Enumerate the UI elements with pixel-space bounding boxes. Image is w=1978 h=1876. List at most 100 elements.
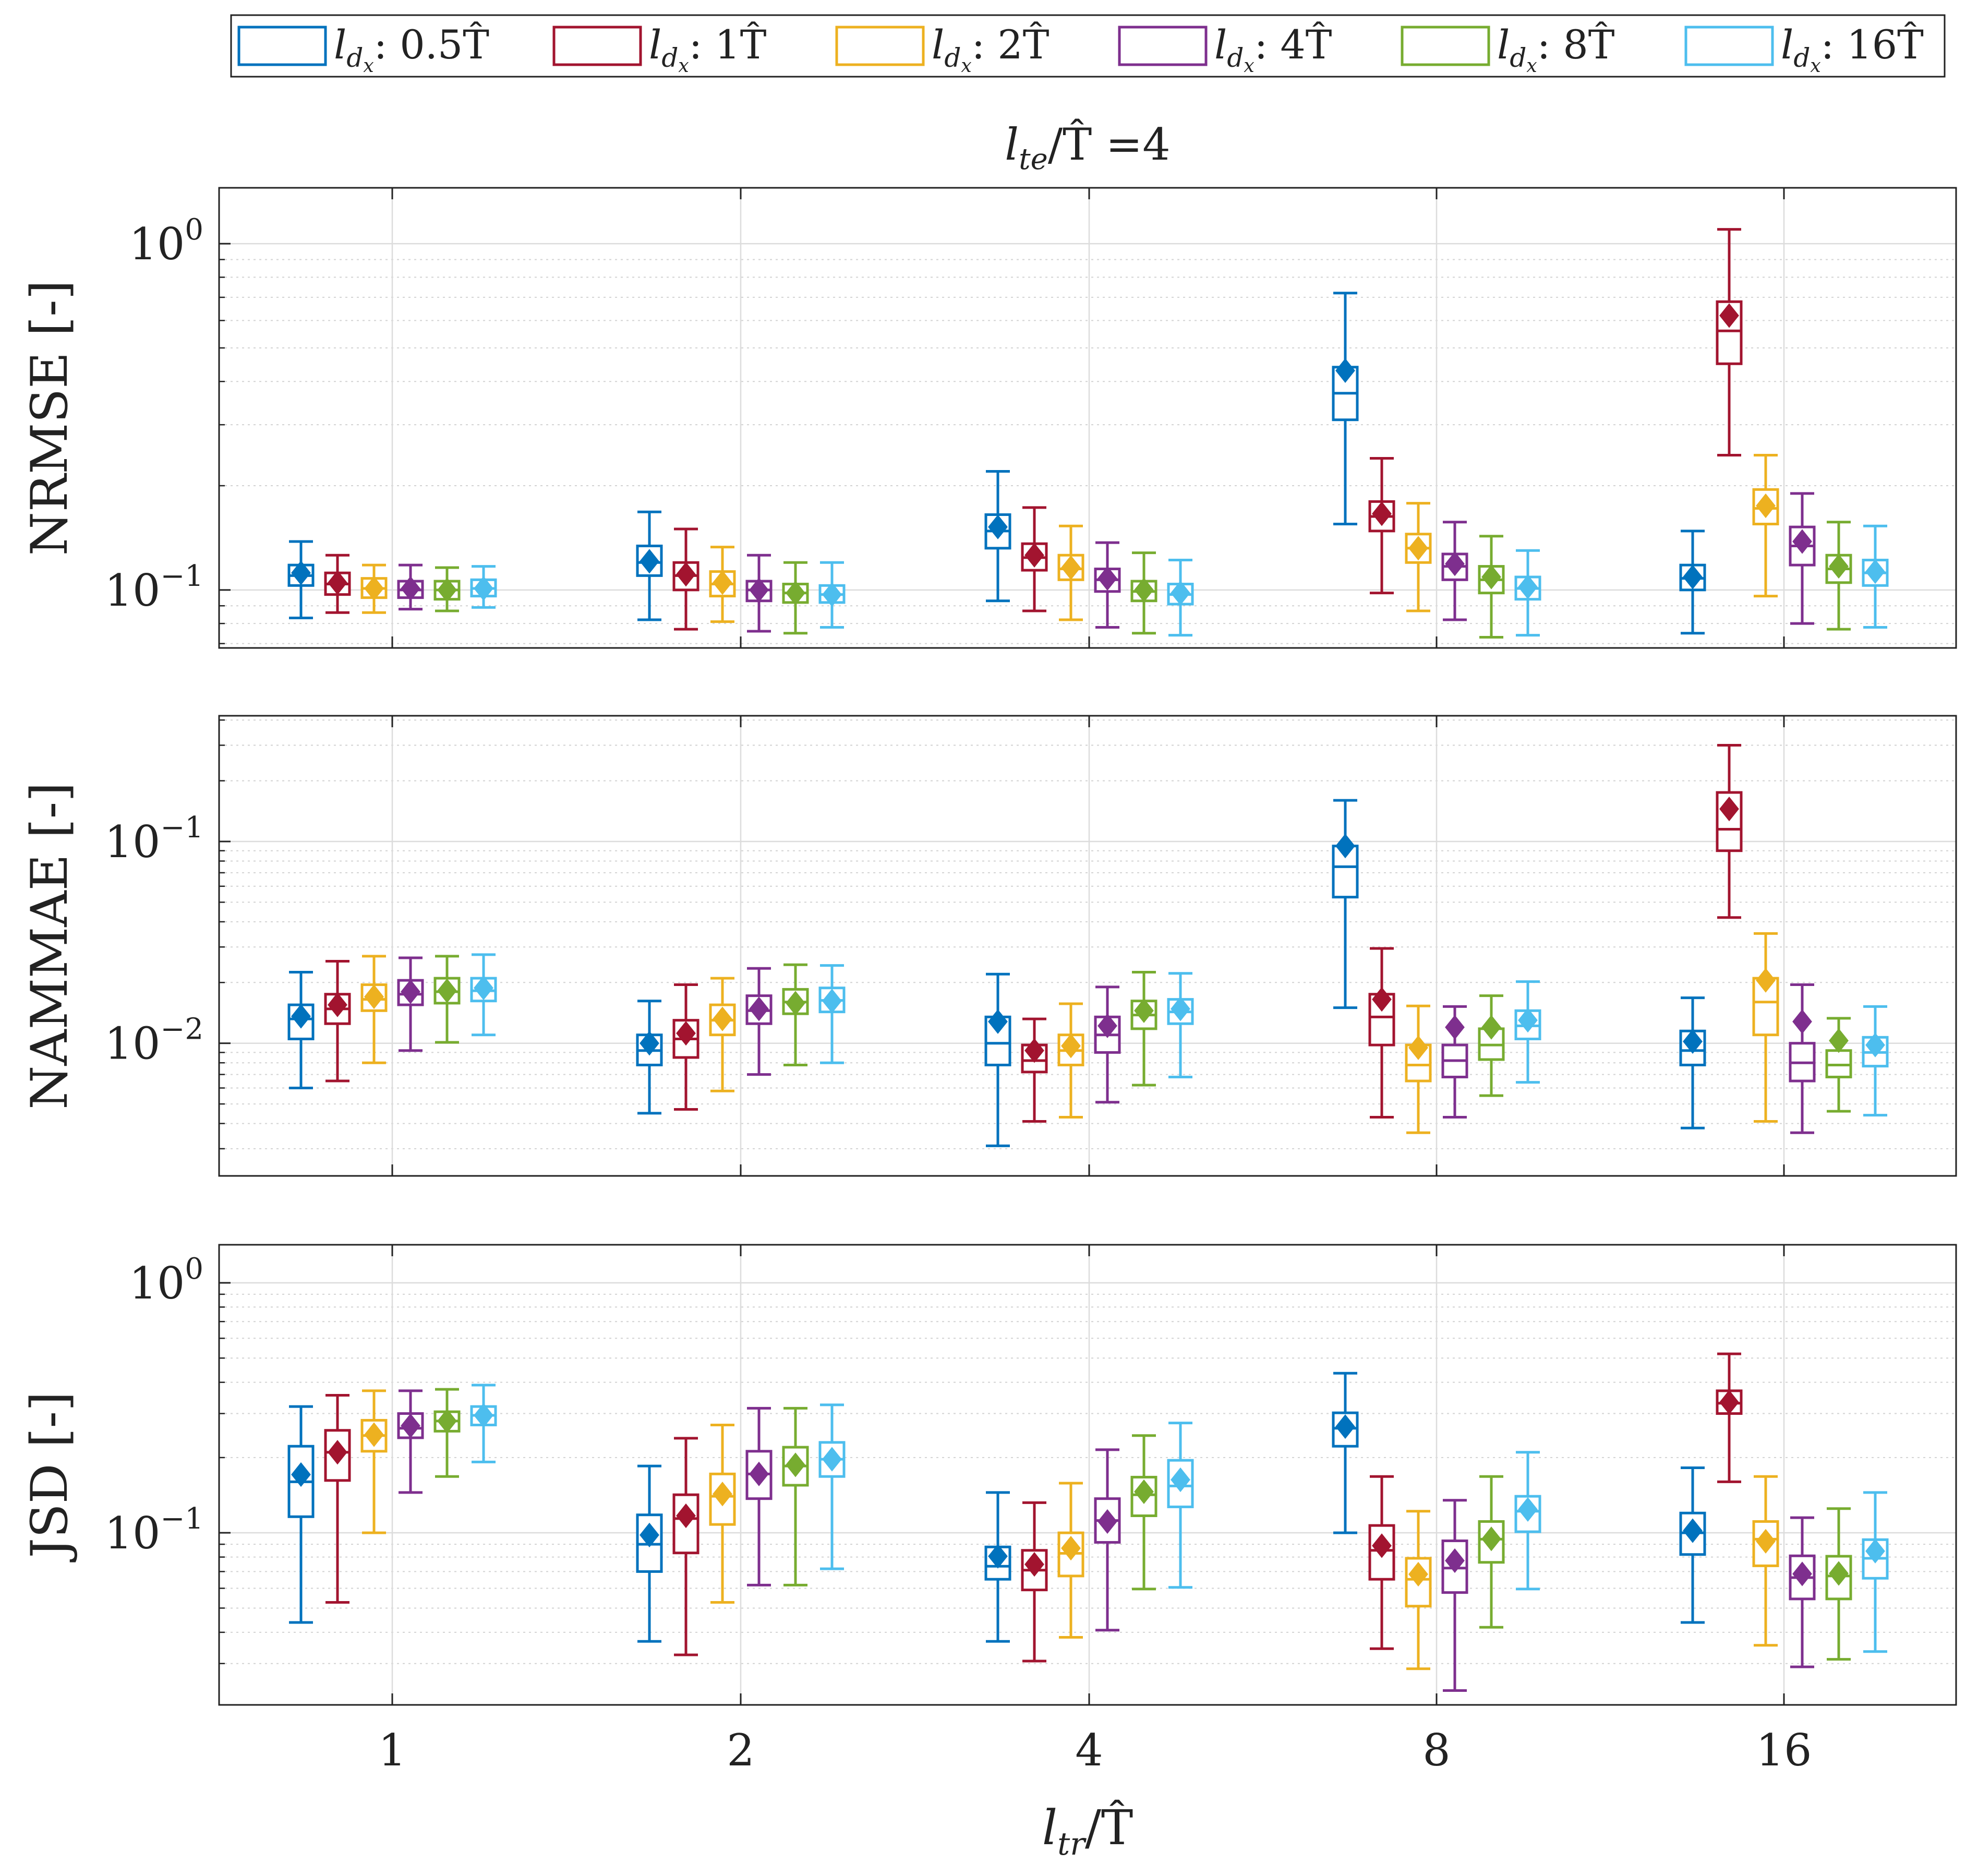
box-plot bbox=[1679, 530, 1706, 635]
mean-marker bbox=[1372, 1533, 1392, 1558]
mean-marker bbox=[291, 560, 311, 585]
legend-swatch bbox=[237, 26, 327, 66]
box-plot bbox=[1514, 980, 1541, 1084]
y-tick-label: 100 bbox=[129, 1252, 203, 1309]
legend-label: ldx: 4T̂ bbox=[1214, 21, 1332, 77]
x-tick-label: 4 bbox=[1075, 1725, 1103, 1776]
box-plot bbox=[360, 563, 388, 614]
mean-marker bbox=[1683, 1029, 1703, 1054]
mean-marker bbox=[1134, 998, 1154, 1023]
box-plot bbox=[1679, 996, 1706, 1129]
box-plot bbox=[1021, 1017, 1048, 1123]
mean-marker bbox=[1756, 493, 1776, 519]
box-plot bbox=[1094, 541, 1121, 629]
y-tick-label: 10−1 bbox=[105, 1502, 203, 1559]
box-plot bbox=[1514, 1451, 1541, 1591]
legend-label: ldx: 1T̂ bbox=[649, 21, 766, 77]
mean-marker bbox=[640, 549, 659, 574]
mean-marker bbox=[401, 1413, 420, 1438]
mean-marker bbox=[1481, 564, 1501, 590]
box-plot bbox=[433, 1388, 461, 1478]
series-1 bbox=[324, 1352, 1743, 1663]
mean-marker bbox=[786, 581, 805, 606]
mean-marker bbox=[1134, 578, 1154, 603]
box-plot bbox=[1368, 1475, 1395, 1650]
mean-marker bbox=[1061, 1536, 1081, 1561]
mean-marker bbox=[474, 1403, 493, 1428]
axes-frame bbox=[218, 1244, 1957, 1706]
box-plot bbox=[1441, 1005, 1468, 1119]
mean-marker bbox=[1445, 551, 1465, 576]
box-plot bbox=[1862, 524, 1889, 629]
x-tick-label: 16 bbox=[1756, 1725, 1812, 1776]
box-plot bbox=[1752, 454, 1779, 598]
box-plot bbox=[1825, 1017, 1852, 1113]
box-plot bbox=[1441, 1499, 1468, 1692]
mean-marker bbox=[988, 1544, 1008, 1569]
mean-marker bbox=[1097, 1013, 1117, 1038]
mean-marker bbox=[1518, 1497, 1538, 1522]
box-plot bbox=[397, 563, 424, 611]
box-plot bbox=[1716, 744, 1743, 919]
box-plot bbox=[1332, 799, 1359, 1009]
box-plot bbox=[1332, 1372, 1359, 1534]
legend-item: ldx: 2T̂ bbox=[835, 21, 1049, 77]
box-plot bbox=[470, 565, 497, 609]
series-3 bbox=[397, 956, 1816, 1134]
x-tick-label: 8 bbox=[1422, 1725, 1450, 1776]
y-tick-label: 100 bbox=[129, 213, 203, 270]
box-plot bbox=[1752, 932, 1779, 1123]
box-plot bbox=[1478, 994, 1505, 1097]
mean-marker bbox=[640, 1522, 659, 1547]
mean-marker bbox=[1024, 1038, 1044, 1063]
plot-area bbox=[219, 188, 1956, 648]
series-5 bbox=[470, 953, 1889, 1117]
mean-marker bbox=[1171, 1467, 1190, 1493]
box-plot bbox=[287, 540, 315, 620]
box-plot bbox=[1478, 1475, 1505, 1629]
mean-marker bbox=[1445, 1015, 1465, 1040]
legend-label: ldx: 2T̂ bbox=[932, 21, 1049, 77]
series-5 bbox=[470, 1384, 1889, 1653]
mean-marker bbox=[1171, 581, 1190, 606]
mean-marker bbox=[1829, 1561, 1849, 1586]
mean-marker bbox=[1719, 303, 1739, 328]
mean-marker bbox=[1024, 543, 1044, 568]
box-plot bbox=[1057, 1482, 1084, 1639]
panel-nrmse: 100 10−1 NRMSE [-] bbox=[20, 187, 1957, 649]
series-2 bbox=[360, 932, 1779, 1134]
mean-marker bbox=[1061, 555, 1081, 580]
box-plot bbox=[745, 554, 773, 633]
plot-area bbox=[219, 716, 1956, 1176]
box-plot bbox=[1405, 1510, 1432, 1670]
mean-marker bbox=[1097, 566, 1117, 591]
box-plot bbox=[360, 955, 388, 1064]
box-plot bbox=[818, 1403, 846, 1570]
grid bbox=[219, 1245, 1956, 1705]
box-plot bbox=[470, 953, 497, 1037]
x-tick-label: 2 bbox=[727, 1725, 754, 1776]
series-4 bbox=[433, 955, 1852, 1113]
box-plot bbox=[1862, 1491, 1889, 1653]
box-plot bbox=[745, 967, 773, 1076]
y-tick-label: 10−1 bbox=[105, 811, 203, 868]
box-plot bbox=[636, 1464, 663, 1643]
mean-marker bbox=[749, 1461, 769, 1486]
series-2 bbox=[360, 1389, 1779, 1670]
box-plot bbox=[1167, 559, 1194, 637]
y-axis-label: NAMMAE [-] bbox=[20, 782, 79, 1109]
box-plot bbox=[672, 983, 699, 1111]
box-plot bbox=[1752, 1475, 1779, 1647]
legend-item: ldx: 16T̂ bbox=[1684, 21, 1924, 77]
mean-marker bbox=[1719, 797, 1739, 822]
box-plot bbox=[709, 977, 736, 1092]
box-plot bbox=[1789, 1516, 1816, 1668]
box-plot bbox=[1716, 228, 1743, 457]
box-plot bbox=[1130, 1434, 1157, 1591]
mean-marker bbox=[1865, 1538, 1885, 1564]
legend-label: ldx: 16T̂ bbox=[1781, 21, 1924, 77]
box-plot bbox=[782, 963, 809, 1066]
series-0 bbox=[287, 1372, 1706, 1643]
mean-marker bbox=[401, 979, 420, 1004]
